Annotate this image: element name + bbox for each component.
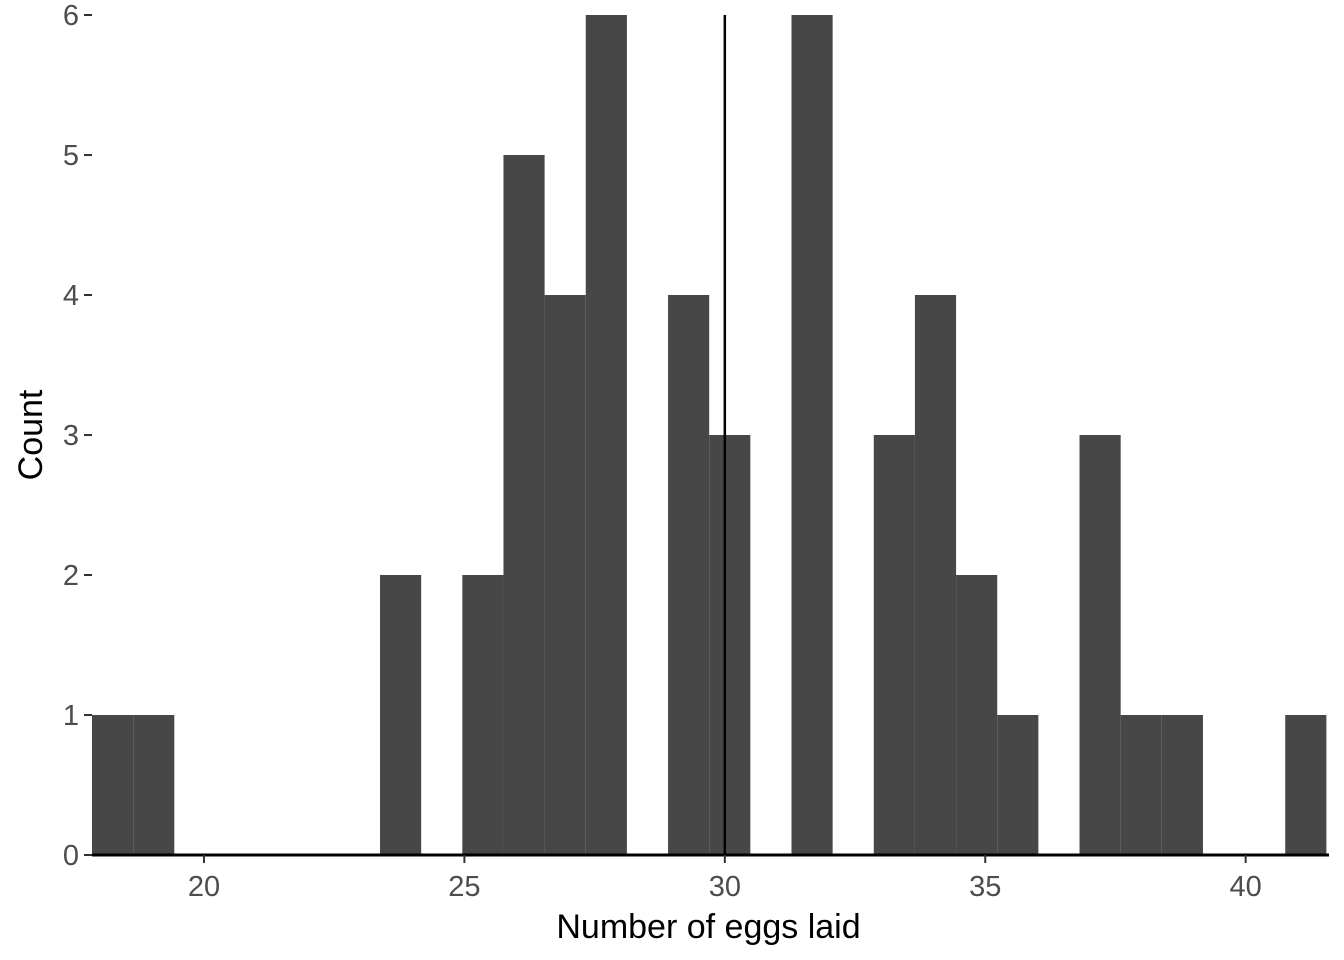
y-tick-label: 5 <box>63 140 79 172</box>
x-axis-title: Number of eggs laid <box>556 908 860 946</box>
histogram-bar <box>585 15 627 855</box>
y-axis-ticks: 0 1 2 3 4 5 6 <box>63 0 92 872</box>
histogram-bar <box>997 715 1039 855</box>
x-tick-label: 20 <box>188 871 220 903</box>
histogram-bar <box>503 155 545 855</box>
histogram-bar <box>709 435 751 855</box>
y-tick-label: 6 <box>63 0 79 32</box>
x-tick-label: 25 <box>448 871 480 903</box>
x-axis-ticks: 20 25 30 35 40 <box>188 855 1262 903</box>
histogram-bar <box>1120 715 1162 855</box>
x-tick-label: 35 <box>969 871 1001 903</box>
bars-group <box>92 15 1327 855</box>
histogram-bar <box>462 575 504 855</box>
histogram-bar <box>873 435 915 855</box>
x-tick-label: 40 <box>1230 871 1262 903</box>
x-tick-label: 30 <box>709 871 741 903</box>
histogram-bar <box>914 295 957 855</box>
y-tick-label: 1 <box>63 700 79 732</box>
histogram-bar <box>1285 715 1327 855</box>
histogram-bar <box>1079 435 1121 855</box>
histogram-bar <box>668 295 710 855</box>
histogram-bar <box>791 15 833 855</box>
y-tick-label: 4 <box>63 280 79 312</box>
histogram-bar <box>1161 715 1203 855</box>
histogram-bar <box>544 295 586 855</box>
y-axis-title: Count <box>12 389 50 480</box>
histogram-bar <box>92 715 134 855</box>
histogram-bar <box>133 715 175 855</box>
y-tick-label: 0 <box>63 840 79 872</box>
y-tick-label: 2 <box>63 560 79 592</box>
y-tick-label: 3 <box>63 420 79 452</box>
histogram-bar <box>380 575 422 855</box>
histogram-bar <box>956 575 998 855</box>
